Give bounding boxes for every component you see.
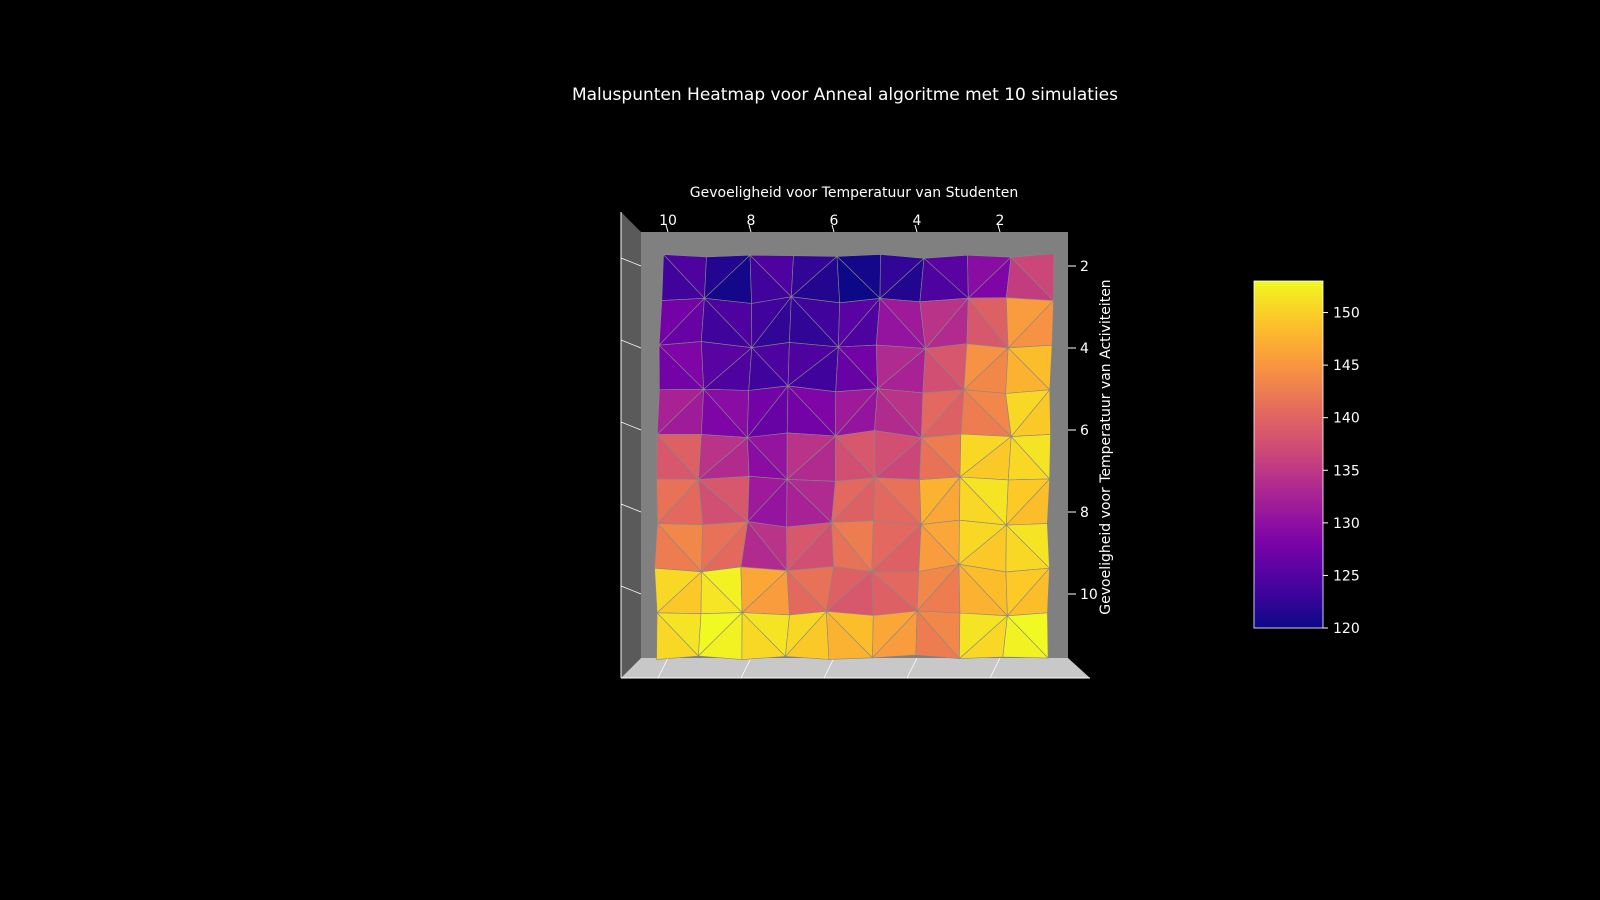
heatmap-surface — [654, 253, 1055, 660]
colorbar-tick-label: 145 — [1333, 358, 1360, 374]
x-tick-mark — [997, 224, 1001, 233]
y-tick-label: 2 — [1080, 259, 1089, 275]
pane-gridlines — [620, 212, 1090, 679]
wall-gridline — [620, 503, 642, 513]
surface-facet — [656, 612, 700, 660]
x-tick-label: 6 — [830, 213, 839, 229]
colorbar-tick-label: 150 — [1333, 306, 1360, 322]
colorbar-tick-label: 135 — [1333, 463, 1360, 479]
chart-title: Maluspunten Heatmap voor Anneal algoritm… — [572, 85, 1118, 105]
pane-left-wall — [621, 212, 641, 678]
y-axis-ticks: 2 4 6 8 10 — [1068, 259, 1098, 603]
x-tick-label: 10 — [659, 213, 677, 229]
floor-gridline — [823, 657, 835, 679]
x-tick-mark — [748, 224, 752, 233]
wall-gridline — [620, 257, 642, 267]
x-tick-mark — [831, 224, 835, 233]
floor-gridline — [989, 657, 1001, 679]
floor-gridline — [740, 657, 752, 679]
surface-facet — [915, 610, 961, 659]
y-axis-label: Gevoeligheid voor Temperatuur van Activi… — [1098, 279, 1114, 614]
colorbar-tick-label: 125 — [1333, 568, 1360, 584]
wall-gridline — [620, 421, 642, 431]
colorbar-ticks: 120 125 130 135 140 145 150 — [1323, 306, 1360, 637]
colorbar-tick-label: 120 — [1333, 621, 1360, 637]
x-axis-ticks: 10 8 6 4 2 — [659, 213, 1005, 233]
x-tick-label: 4 — [913, 213, 922, 229]
surface-facet — [1002, 615, 1049, 659]
y-tick-label: 10 — [1080, 587, 1098, 603]
y-tick-label: 8 — [1080, 505, 1089, 521]
x-tick-mark — [665, 224, 669, 233]
colorbar — [1253, 280, 1324, 629]
floor-gridline — [906, 657, 918, 679]
colorbar-tick-label: 140 — [1333, 411, 1360, 427]
pane-floor — [621, 658, 1090, 678]
wall-gridline — [620, 339, 642, 349]
floor-gridline — [657, 657, 669, 679]
wall-gridline — [620, 585, 642, 595]
y-tick-label: 4 — [1080, 341, 1089, 357]
x-axis-label: Gevoeligheid voor Temperatuur van Studen… — [690, 185, 1018, 201]
x-tick-label: 8 — [747, 213, 756, 229]
x-tick-mark — [914, 224, 918, 233]
colorbar-tick-label: 130 — [1333, 516, 1360, 532]
y-tick-label: 6 — [1080, 423, 1089, 439]
surface-facet — [826, 610, 874, 660]
surface-facet — [741, 611, 787, 660]
x-tick-label: 2 — [996, 213, 1005, 229]
